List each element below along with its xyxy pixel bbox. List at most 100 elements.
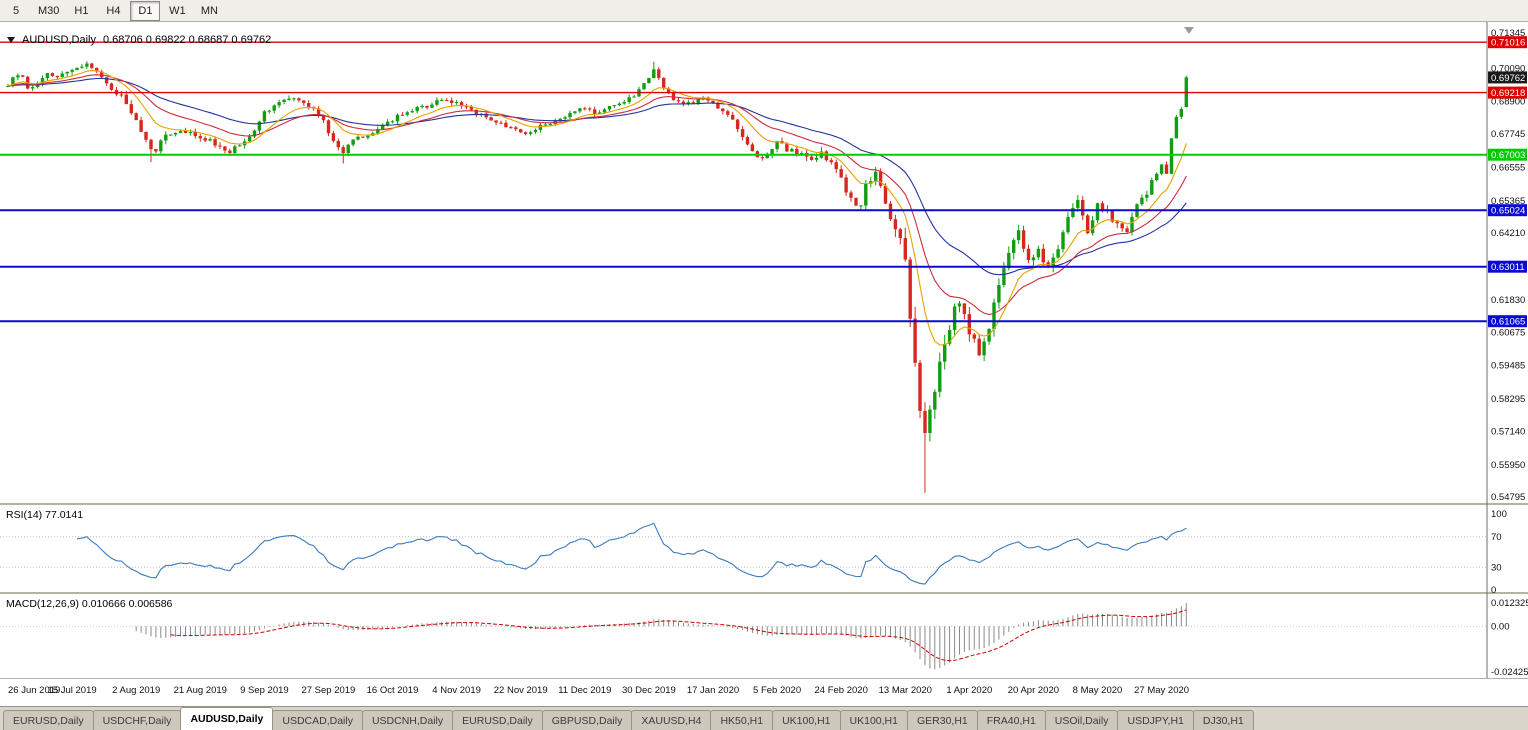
macd-main-value: 0.010666 [81, 598, 126, 610]
ma-10-line [7, 70, 1187, 346]
svg-text:0.68900: 0.68900 [1491, 97, 1525, 108]
rsi-line [76, 522, 1187, 585]
candles [6, 61, 1188, 493]
macd-label: MACD(12,26,9) 0.010666 0.006586 [6, 598, 172, 610]
svg-text:100: 100 [1491, 509, 1507, 520]
timeframe-button-w1[interactable]: W1 [169, 4, 186, 17]
chart-tab-usdcad-daily[interactable]: USDCAD,Daily [272, 710, 363, 730]
svg-text:0: 0 [1491, 585, 1496, 596]
pane-frame [0, 22, 1528, 706]
chart-tab-eurusd-daily[interactable]: EURUSD,Daily [3, 710, 94, 730]
timeframe-button-d1[interactable]: D1 [130, 0, 161, 21]
date-label: 24 Feb 2020 [815, 685, 868, 696]
chart-tab-usdjpy-h1[interactable]: USDJPY,H1 [1117, 710, 1194, 730]
date-label: 15 Jul 2019 [48, 685, 97, 696]
svg-text:0.55950: 0.55950 [1491, 460, 1525, 471]
macd-indicator-name: MACD(12,26,9) [6, 598, 79, 610]
svg-text:0.65024: 0.65024 [1491, 206, 1525, 217]
date-label: 8 May 2020 [1073, 685, 1123, 696]
timeframe-button-mn[interactable]: MN [200, 4, 218, 17]
svg-text:0.61830: 0.61830 [1491, 295, 1525, 306]
svg-text:0.63011: 0.63011 [1491, 262, 1525, 273]
price-axis[interactable]: 0.71345 0.70090 0.68900 0.67745 0.66555 0.653… [1488, 28, 1528, 678]
timeframe-toolbar: 5 M30 H1 H4 D1 W1 MN [0, 0, 1528, 22]
chart-tab-hk50-h1[interactable]: HK50,H1 [710, 710, 774, 730]
date-label: 13 Mar 2020 [879, 685, 932, 696]
svg-text:0.66555: 0.66555 [1491, 163, 1525, 174]
svg-text:0.71016: 0.71016 [1491, 38, 1525, 49]
date-label: 9 Sep 2019 [240, 685, 289, 696]
date-label: 27 Sep 2019 [301, 685, 355, 696]
chart-ohlc-values: 0.68706 0.69822 0.68687 0.69762 [102, 34, 272, 46]
chart-shift-marker [1184, 27, 1194, 34]
svg-text:0.60675: 0.60675 [1491, 327, 1525, 338]
svg-text:0.57140: 0.57140 [1491, 427, 1525, 438]
svg-text:0.61065: 0.61065 [1491, 317, 1525, 328]
svg-text:-0.02425: -0.02425 [1491, 667, 1528, 678]
chart-tab-dj30-h1[interactable]: DJ30,H1 [1192, 710, 1254, 730]
moving-average-lines [7, 70, 1187, 346]
chart-tab-eurusd-daily[interactable]: EURUSD,Daily [452, 710, 543, 730]
timeframe-button-h4[interactable]: H4 [106, 4, 121, 17]
chart-tab-fra40-h1[interactable]: FRA40,H1 [976, 710, 1046, 730]
macd-signal-line [170, 609, 1187, 662]
svg-text:0.69218: 0.69218 [1491, 88, 1525, 99]
svg-text:0.65365: 0.65365 [1491, 196, 1525, 207]
date-label: 5 Feb 2020 [753, 685, 801, 696]
rsi-pane [0, 522, 1487, 585]
date-label: 26 Jun 2019 [8, 685, 60, 696]
timeframe-button-5[interactable]: 5 [12, 4, 20, 17]
date-label: 21 Aug 2019 [174, 685, 227, 696]
chart-title: AUDUSD,Daily 0.68706 0.69822 0.68687 0.6… [7, 34, 271, 46]
chart-area[interactable]: 0.71345 0.70090 0.68900 0.67745 0.66555 0.653… [0, 22, 1528, 706]
ma-40-line [7, 77, 1187, 276]
markers [1184, 27, 1194, 34]
rsi-indicator-name: RSI(14) [6, 509, 43, 521]
svg-text:70: 70 [1491, 532, 1502, 543]
chart-tab-uk100-h1[interactable]: UK100,H1 [839, 710, 908, 730]
macd-histogram [135, 603, 1187, 670]
timeframe-button-m30[interactable]: M30 [38, 4, 60, 17]
date-label: 11 Dec 2019 [558, 685, 611, 696]
chart-tab-usdchf-daily[interactable]: USDCHF,Daily [92, 710, 182, 730]
svg-text:0.012325: 0.012325 [1491, 598, 1528, 609]
ma-21-line [7, 74, 1187, 316]
date-label: 16 Oct 2019 [367, 685, 419, 696]
svg-text:30: 30 [1491, 562, 1502, 573]
date-label: 22 Nov 2019 [494, 685, 548, 696]
date-label: 30 Dec 2019 [622, 685, 676, 696]
svg-text:0.71345: 0.71345 [1491, 28, 1525, 39]
macd-signal-value: 0.006586 [128, 598, 173, 610]
rsi-label: RSI(14) 77.0141 [6, 509, 83, 521]
collapse-quote-panel-icon[interactable] [7, 37, 15, 43]
date-label: 2 Aug 2019 [112, 685, 160, 696]
svg-text:0.70090: 0.70090 [1491, 63, 1525, 74]
date-label: 20 Apr 2020 [1008, 685, 1059, 696]
svg-text:0.67745: 0.67745 [1491, 129, 1525, 140]
timeframe-button-h1[interactable]: H1 [74, 4, 89, 17]
svg-text:0.54795: 0.54795 [1491, 492, 1525, 503]
rsi-current-value: 77.0141 [45, 509, 84, 521]
horizontal-level-lines[interactable] [0, 41, 1487, 323]
date-label: 27 May 2020 [1134, 685, 1189, 696]
chart-tab-audusd-daily[interactable]: AUDUSD,Daily [180, 707, 274, 730]
svg-text:0.59485: 0.59485 [1491, 361, 1525, 372]
date-label: 17 Jan 2020 [687, 685, 739, 696]
date-label: 1 Apr 2020 [946, 685, 992, 696]
chart-tabs-bar: EURUSD,Daily USDCHF,Daily AUDUSD,Daily USDC… [0, 706, 1528, 730]
chart-tab-xauusd-h4[interactable]: XAUUSD,H4 [631, 710, 712, 730]
svg-text:0.58295: 0.58295 [1491, 394, 1525, 405]
chart-symbol-period: AUDUSD,Daily [22, 34, 96, 46]
chart-tab-uk100-h1[interactable]: UK100,H1 [772, 710, 841, 730]
svg-text:0.64210: 0.64210 [1491, 228, 1525, 239]
svg-text:0.67003: 0.67003 [1491, 150, 1525, 161]
chart-tab-ger30-h1[interactable]: GER30,H1 [906, 710, 978, 730]
chart-tab-usdcnh-daily[interactable]: USDCNH,Daily [361, 710, 454, 730]
svg-text:0.69762: 0.69762 [1491, 73, 1525, 84]
chart-tab-gbpusd-daily[interactable]: GBPUSD,Daily [541, 710, 633, 730]
date-label: 4 Nov 2019 [432, 685, 481, 696]
chart-tab-usoil-daily[interactable]: USOil,Daily [1044, 710, 1119, 730]
chart-canvas[interactable]: 0.71345 0.70090 0.68900 0.67745 0.66555 0.653… [0, 22, 1528, 706]
